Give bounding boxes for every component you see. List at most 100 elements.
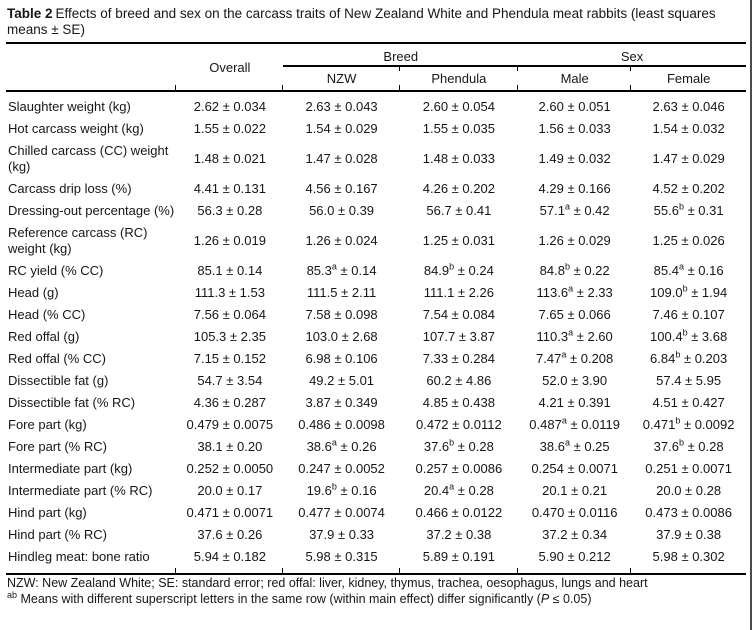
value-cell: 1.25 ± 0.031 (422, 233, 495, 248)
value-cell: 111.1 ± 2.26 (423, 285, 494, 300)
column-header-phendula: Phendula (398, 66, 519, 92)
value-cell: 0.254 ± 0.0071 (531, 461, 618, 476)
value-cell: 7.47a ± 0.208 (536, 349, 614, 366)
value-cell: 1.54 ± 0.029 (305, 121, 378, 136)
value-cell: 7.65 ± 0.066 (538, 307, 611, 322)
value-cell: 2.63 ± 0.043 (305, 99, 378, 114)
value-cell: 0.257 ± 0.0086 (415, 461, 503, 476)
table-row: Hind part (% RC) 37.6 ± 0.26 37.9 ± 0.33 37… (6, 524, 746, 546)
value-cell: 0.473 ± 0.0086 (645, 505, 732, 520)
scan-edge-artifact (750, 0, 752, 630)
value-cell: 5.98 ± 0.302 (630, 546, 746, 575)
table-row: Dressing-out percentage (%) 56.3 ± 0.28 56… (6, 200, 746, 222)
trait-label: Dissectible fat (g) (8, 373, 109, 388)
value-cell: 4.85 ± 0.438 (422, 395, 495, 410)
footnote-significance: ab Means with different superscript lett… (7, 589, 592, 606)
value-cell: 19.6b ± 0.16 (306, 481, 377, 498)
trait-label: Hind part (% RC) (8, 527, 107, 542)
table-row: Hindleg meat: bone ratio 5.94 ± 0.182 5.98… (6, 546, 746, 575)
table-row: Carcass drip loss (%) 4.41 ± 0.131 4.56 ± … (6, 178, 746, 200)
value-cell: 85.1 ± 0.14 (197, 263, 263, 278)
value-cell: 37.6 ± 0.26 (197, 527, 263, 542)
value-cell: 84.8b ± 0.22 (539, 261, 610, 278)
value-cell: 109.0b ± 1.94 (650, 283, 728, 300)
value-cell: 1.49 ± 0.032 (538, 151, 611, 166)
table-row: Reference carcass (RC) weight (kg) 1.26 ±… (6, 222, 746, 260)
trait-label: Fore part (kg) (8, 417, 87, 432)
value-cell: 49.2 ± 5.01 (309, 373, 375, 388)
trait-label: Red offal (g) (8, 329, 80, 344)
value-cell: 56.0 ± 0.39 (309, 203, 375, 218)
table-title: Table 2 Effects of breed and sex on the c… (7, 6, 744, 38)
value-cell: 20.1 ± 0.21 (542, 483, 608, 498)
value-cell: 0.477 ± 0.0074 (298, 505, 385, 520)
value-cell: 2.60 ± 0.051 (538, 99, 611, 114)
table-row: Fore part (% RC) 38.1 ± 0.20 38.6a ± 0.26 3… (6, 436, 746, 458)
table-header: Overall Breed Sex NZW Phendula Male Fema… (6, 43, 746, 92)
value-cell: 0.472 ± 0.0112 (416, 417, 502, 432)
value-cell: 3.87 ± 0.349 (305, 395, 378, 410)
trait-label: Carcass drip loss (%) (8, 181, 132, 196)
column-group-breed: Breed (283, 43, 519, 67)
value-cell: 1.25 ± 0.026 (652, 233, 725, 248)
trait-label: Head (g) (8, 285, 59, 300)
value-cell: 1.26 ± 0.029 (538, 233, 611, 248)
value-cell: 7.58 ± 0.098 (305, 307, 378, 322)
value-cell: 1.55 ± 0.035 (422, 121, 495, 136)
value-cell: 1.55 ± 0.022 (193, 121, 266, 136)
table-row: Dissectible fat (g) 54.7 ± 3.54 49.2 ± 5.0… (6, 370, 746, 392)
value-cell: 20.0 ± 0.28 (656, 483, 722, 498)
value-cell: 4.29 ± 0.166 (538, 181, 611, 196)
value-cell: 1.48 ± 0.021 (193, 151, 266, 166)
value-cell: 2.62 ± 0.034 (193, 99, 266, 114)
trait-label: Reference carcass (RC) weight (kg) (8, 225, 148, 256)
carcass-traits-table: Overall Breed Sex NZW Phendula Male Fema… (6, 42, 746, 575)
value-cell: 7.46 ± 0.107 (652, 307, 725, 322)
value-cell: 1.47 ± 0.028 (305, 151, 378, 166)
value-cell: 6.84b ± 0.203 (650, 349, 728, 366)
value-cell: 6.98 ± 0.106 (305, 351, 378, 366)
table-row: Hot carcass weight (kg) 1.55 ± 0.022 1.54 … (6, 118, 746, 140)
table-row: Hind part (kg) 0.471 ± 0.0071 0.477 ± 0.00… (6, 502, 746, 524)
value-cell: 56.7 ± 0.41 (426, 203, 492, 218)
trait-label: Red offal (% CC) (8, 351, 107, 366)
trait-label: Head (% CC) (8, 307, 86, 322)
value-cell: 0.479 ± 0.0075 (186, 417, 274, 432)
table-caption: Effects of breed and sex on the carcass … (7, 6, 716, 37)
table-row: Red offal (g) 105.3 ± 2.35 103.0 ± 2.68 107… (6, 326, 746, 348)
value-cell: 0.247 ± 0.0052 (298, 461, 385, 476)
value-cell: 37.9 ± 0.33 (309, 527, 375, 542)
column-header-nzw: NZW (282, 66, 400, 92)
value-cell: 5.89 ± 0.191 (398, 546, 519, 575)
value-cell: 0.486 ± 0.0098 (298, 417, 385, 432)
value-cell: 57.1a ± 0.42 (539, 201, 610, 218)
trait-label: Fore part (% RC) (8, 439, 107, 454)
value-cell: 0.487a ± 0.0119 (529, 415, 621, 432)
trait-label: Hindleg meat: bone ratio (6, 546, 177, 575)
value-cell: 37.6b ± 0.28 (423, 437, 494, 454)
value-cell: 57.4 ± 5.95 (656, 373, 722, 388)
value-cell: 4.51 ± 0.427 (652, 395, 725, 410)
value-cell: 37.6b ± 0.28 (653, 437, 724, 454)
column-header-female: Female (630, 66, 746, 92)
value-cell: 0.470 ± 0.0116 (531, 505, 618, 520)
value-cell: 0.471 ± 0.0071 (186, 505, 274, 520)
value-cell: 0.471b ± 0.0092 (642, 415, 735, 432)
value-cell: 54.7 ± 3.54 (197, 373, 263, 388)
value-cell: 2.63 ± 0.046 (652, 99, 725, 114)
value-cell: 38.6a ± 0.25 (539, 437, 610, 454)
value-cell: 84.9b ± 0.24 (423, 261, 494, 278)
value-cell: 37.9 ± 0.38 (656, 527, 722, 542)
value-cell: 7.54 ± 0.084 (422, 307, 495, 322)
table-body: Slaughter weight (kg) 2.62 ± 0.034 2.63 ± … (6, 91, 746, 575)
table-row: Fore part (kg) 0.479 ± 0.0075 0.486 ± 0.00… (6, 414, 746, 436)
value-cell: 7.33 ± 0.284 (422, 351, 495, 366)
value-cell: 55.6b ± 0.31 (653, 201, 724, 218)
table-row: Dissectible fat (% RC) 4.36 ± 0.287 3.87 ±… (6, 392, 746, 414)
value-cell: 20.0 ± 0.17 (197, 483, 263, 498)
value-cell: 20.4a ± 0.28 (423, 481, 494, 498)
value-cell: 52.0 ± 3.90 (542, 373, 608, 388)
table-number-label: Table 2 (7, 6, 53, 21)
value-cell: 4.21 ± 0.391 (538, 395, 611, 410)
value-cell: 1.56 ± 0.033 (538, 121, 611, 136)
